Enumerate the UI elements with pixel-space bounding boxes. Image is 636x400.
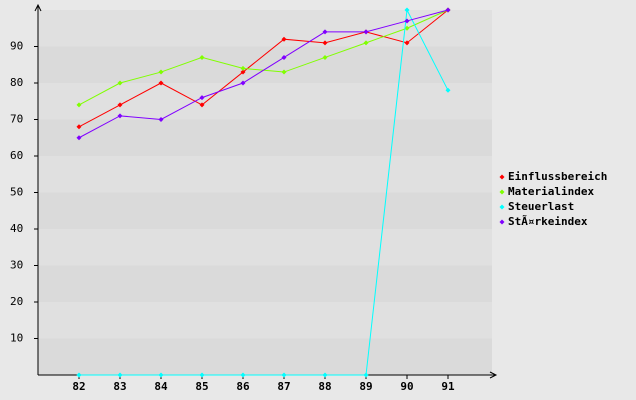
x-tick-label: 89 <box>359 380 372 393</box>
series-line <box>78 9 449 128</box>
x-tick-label: 83 <box>113 380 126 393</box>
y-tick-label: 10 <box>10 332 23 345</box>
grid-band <box>38 46 492 83</box>
point <box>281 372 287 378</box>
point <box>158 69 164 75</box>
point <box>199 54 205 60</box>
point <box>117 372 123 378</box>
series-line <box>78 9 449 139</box>
legend-marker <box>499 204 505 210</box>
point <box>281 54 287 60</box>
grid-band <box>38 156 492 193</box>
point <box>322 29 328 35</box>
y-tick-label: 60 <box>10 149 23 162</box>
point <box>76 124 82 130</box>
legend-label: Steuerlast <box>508 200 574 213</box>
point <box>404 18 410 24</box>
grid-band <box>38 119 492 156</box>
legend-marker <box>499 189 505 195</box>
legend-marker <box>499 219 505 225</box>
legend-label: Materialindex <box>508 185 594 198</box>
y-tick-label: 70 <box>10 113 23 126</box>
point <box>240 372 246 378</box>
point <box>158 80 164 86</box>
y-axis <box>34 3 42 375</box>
point <box>117 102 123 108</box>
point <box>404 40 410 46</box>
point <box>363 29 369 35</box>
point <box>240 65 246 71</box>
y-tick-label: 40 <box>10 222 23 235</box>
grid-band <box>38 229 492 266</box>
point <box>158 117 164 122</box>
grid-band <box>38 192 492 229</box>
x-tick-label: 85 <box>195 380 208 393</box>
y-tick-label: 30 <box>10 259 23 272</box>
point <box>76 135 82 141</box>
point <box>281 36 287 42</box>
point <box>322 372 328 378</box>
point <box>445 87 451 93</box>
point <box>322 54 328 60</box>
point <box>76 102 82 108</box>
x-tick-label: 84 <box>154 380 168 393</box>
x-tick-label: 87 <box>277 380 290 393</box>
legend-label: Einflussbereich <box>508 170 607 183</box>
y-tick-label: 80 <box>10 76 23 89</box>
grid-band <box>38 10 492 47</box>
point <box>199 372 205 378</box>
y-tick-label: 20 <box>10 295 23 308</box>
grid-band <box>38 265 492 302</box>
y-tick-label: 50 <box>10 186 23 199</box>
point <box>404 25 410 31</box>
point <box>240 80 246 86</box>
point <box>199 95 205 101</box>
legend-label: StÃ¤rkeindex <box>508 215 588 228</box>
point <box>117 80 123 86</box>
point <box>363 372 369 378</box>
point <box>117 113 123 119</box>
point <box>281 69 287 75</box>
x-tick-label: 90 <box>400 380 413 393</box>
x-tick-label: 91 <box>441 380 455 393</box>
point <box>76 372 82 378</box>
series-line <box>79 8 449 376</box>
point <box>158 372 164 378</box>
grid-band <box>38 302 492 339</box>
x-tick-label: 82 <box>72 380 85 393</box>
point <box>404 7 410 13</box>
point <box>322 40 328 46</box>
legend-marker <box>499 174 505 180</box>
grid-band <box>38 83 492 120</box>
x-tick-label: 86 <box>236 380 250 393</box>
point <box>445 7 451 13</box>
x-tick-label: 88 <box>318 380 331 393</box>
grid-band <box>38 338 492 375</box>
point <box>199 102 205 108</box>
point <box>240 69 246 75</box>
point <box>363 40 369 46</box>
y-tick-label: 90 <box>10 40 23 53</box>
